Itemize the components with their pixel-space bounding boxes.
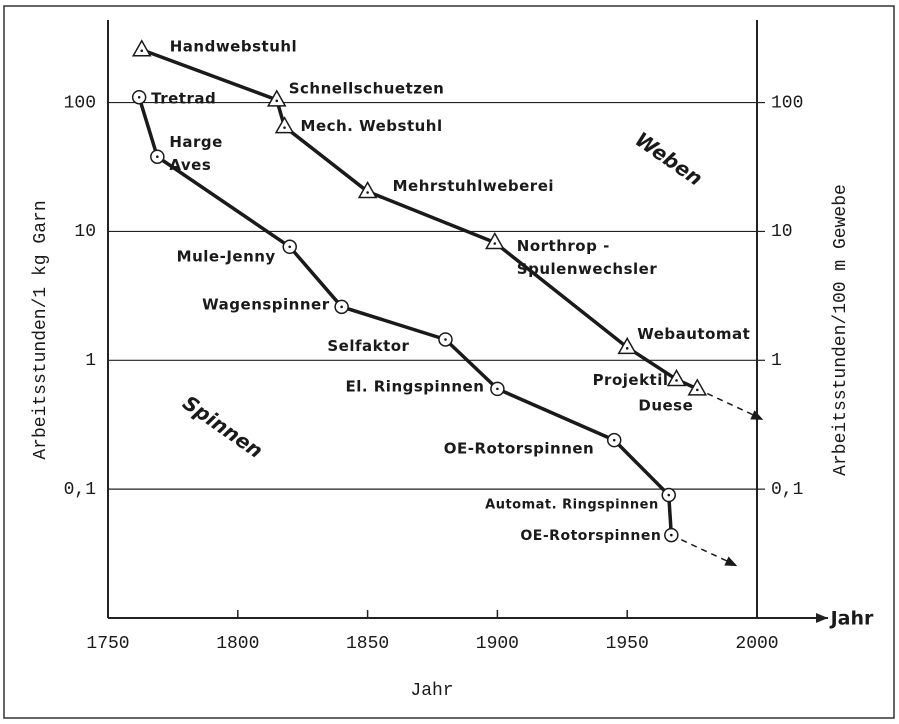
point-label: OE-Rotorspinnen — [520, 528, 661, 544]
point-label: Spulenwechsler — [517, 260, 658, 278]
point-dot — [288, 245, 292, 249]
point-label: Northrop - — [517, 237, 610, 255]
x-axis-label: Jahr — [410, 681, 453, 701]
y2-tick-label: 1 — [771, 351, 782, 371]
series-line — [137, 96, 674, 536]
y-tick-label: 0,1 — [64, 480, 96, 500]
trend-arrow — [750, 410, 764, 420]
point-dot — [283, 126, 286, 129]
x-tick-label: 1900 — [476, 634, 519, 654]
x-tick-label: 1950 — [606, 634, 649, 654]
point-dot — [493, 242, 497, 245]
frame — [3, 5, 895, 719]
point — [485, 232, 505, 250]
y-tick-label: 1 — [85, 351, 96, 371]
point-label: Mehrstuhlweberei — [393, 177, 554, 195]
y2-tick-label: 10 — [771, 222, 793, 242]
y2-tick-label: 100 — [771, 93, 803, 113]
point-dot — [275, 99, 279, 103]
point-label: Webautomat — [637, 325, 750, 343]
point-label: Mule-Jenny — [177, 247, 276, 265]
point-dot — [612, 438, 616, 442]
y-tick-label: 100 — [64, 93, 96, 113]
point — [687, 378, 708, 396]
y2-tick-label: 0,1 — [771, 480, 803, 500]
point-dot — [137, 95, 141, 99]
point-label: Duese — [638, 396, 693, 414]
y-tick-label: 10 — [74, 222, 96, 242]
point-dot — [366, 191, 369, 194]
x-tick-label: 1750 — [86, 634, 129, 654]
point-dot — [670, 533, 673, 537]
point-dot — [496, 387, 499, 391]
point-label: OE-Rotorspinnen — [444, 440, 594, 458]
point-dot — [340, 305, 343, 309]
point — [357, 181, 378, 199]
x-tick-label: 2000 — [735, 634, 778, 654]
point-label: Wagenspinner — [202, 295, 330, 313]
series-line — [141, 48, 699, 391]
y2-axis-label: Arbeitsstunden/100 m Gewebe — [831, 184, 851, 476]
y-axis-label: Arbeitsstunden/1 kg Garn — [31, 200, 51, 459]
point — [266, 89, 287, 107]
point-label: El. Ringspinnen — [345, 377, 484, 395]
trend-extension — [671, 534, 730, 563]
x-tick-label: 1850 — [346, 634, 389, 654]
series-annotation: Spinnen — [178, 391, 267, 463]
point — [131, 39, 152, 57]
point — [274, 116, 295, 134]
point-label: Harge — [169, 133, 222, 151]
point-dot — [695, 388, 699, 392]
point-label: Selfaktor — [327, 337, 409, 355]
point-label: Aves — [169, 156, 211, 174]
point-dot — [444, 338, 447, 341]
point-label: Handwebstuhl — [170, 37, 297, 55]
point-dot — [675, 379, 678, 382]
point-dot — [625, 347, 629, 350]
point-dot — [140, 49, 144, 53]
series-annotation: Weben — [631, 127, 707, 191]
point-dot — [667, 493, 671, 497]
point — [617, 336, 637, 355]
point-label: Schnellschuetzen — [289, 79, 445, 97]
x-arrow-label: Jahr — [829, 608, 874, 630]
trend-extension — [696, 388, 756, 417]
point-label: Mech. Webstuhl — [301, 117, 443, 135]
x-tick-label: 1800 — [216, 634, 259, 654]
x-axis-arrow — [816, 613, 828, 623]
point-label: Automat. Ringspinnen — [485, 498, 659, 513]
trend-arrow — [724, 556, 738, 567]
point — [666, 368, 687, 387]
point-label: Tretrad — [151, 90, 216, 108]
point-label: Projektil — [593, 371, 669, 389]
point-dot — [156, 155, 159, 159]
